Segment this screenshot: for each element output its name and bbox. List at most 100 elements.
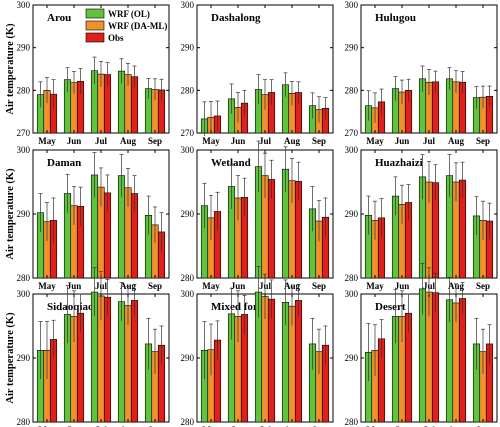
y-tick-label: 290 <box>345 209 359 219</box>
panel-arou: 270 280 290 300 Arou May Jun Jul Aug Sep <box>17 0 170 146</box>
x-tick-label-jul: Jul <box>95 136 108 146</box>
y-tick-label: 290 <box>345 353 359 363</box>
legend-swatch-wrf-da-ml <box>85 20 105 31</box>
x-tick-label-jul: Jul <box>95 425 108 427</box>
y-tick-label: 300 <box>17 289 31 299</box>
panel-daman: 280290300DamanMayJunJulAugSep <box>17 145 170 291</box>
y-tick-label: 290 <box>345 43 359 53</box>
bar-obs-aug <box>294 300 303 423</box>
x-tick-label-aug: Aug <box>448 425 465 427</box>
y-tick-label: 290 <box>17 209 31 219</box>
x-tick-label-sep: Sep <box>476 425 490 427</box>
x-tick-label-jun: Jun <box>231 281 246 291</box>
y-tick-label: 300 <box>17 145 31 155</box>
x-tick-label-may: May <box>366 136 384 146</box>
y-tick-label: 280 <box>181 85 195 95</box>
bar-obs-jul <box>103 296 112 423</box>
y-tick-label: 300 <box>181 145 195 155</box>
bar-obs-aug <box>130 300 139 423</box>
x-tick-label-jun: Jun <box>231 425 246 427</box>
x-tick-label-sep: Sep <box>476 281 490 291</box>
bar-obs-aug <box>458 298 467 423</box>
x-tick-label-jun: Jun <box>67 136 82 146</box>
x-tick-label-jul: Jul <box>423 136 436 146</box>
x-tick-label-sep: Sep <box>476 136 490 146</box>
y-tick-label: 280 <box>345 85 359 95</box>
y-tick-label: 280 <box>181 273 195 283</box>
x-tick-label-jun: Jun <box>395 136 410 146</box>
x-tick-label-sep: Sep <box>312 136 326 146</box>
panel-hulugou: 270 280 290 300 Hulugou May Jun Jul Aug Sep <box>345 0 498 146</box>
x-tick-label-sep: Sep <box>312 425 326 427</box>
panel-desert: 280 290 300 Desert May Jun Jul Aug Sep <box>345 262 498 427</box>
y-tick-label: 300 <box>17 0 31 10</box>
x-tick-label-may: May <box>38 136 56 146</box>
y-tick-label: 270 <box>17 128 31 138</box>
panel-title: Daman <box>47 157 81 169</box>
x-tick-label-sep: Sep <box>312 281 326 291</box>
x-tick-label-may: May <box>202 136 220 146</box>
legend-swatch-wrf-ol <box>85 8 105 19</box>
y-axis-label-row-1: Air temperature (K) <box>5 23 16 115</box>
y-axis-labels: Air temperature (K) Air temperature (K) … <box>5 23 16 404</box>
y-tick-label: 270 <box>181 128 195 138</box>
y-tick-label: 300 <box>345 145 359 155</box>
y-tick-label: 290 <box>17 43 31 53</box>
x-tick-label-jun: Jun <box>395 281 410 291</box>
x-tick-label-may: May <box>202 425 220 427</box>
y-tick-label: 270 <box>345 128 359 138</box>
y-tick-label: 280 <box>17 273 31 283</box>
x-tick-label-aug: Aug <box>284 425 301 427</box>
panel-title: Dashalong <box>211 12 261 24</box>
x-tick-label-sep: Sep <box>148 425 162 427</box>
y-tick-label: 290 <box>181 209 195 219</box>
y-tick-label: 300 <box>345 0 359 10</box>
x-tick-label-aug: Aug <box>284 136 301 146</box>
y-tick-label: 290 <box>181 353 195 363</box>
y-tick-label: 290 <box>17 353 31 363</box>
panel-title: Sidaoqiao <box>47 301 94 313</box>
x-tick-label-aug: Aug <box>284 281 301 291</box>
x-tick-label-may: May <box>38 425 56 427</box>
panel-title: Huazhaizi <box>375 157 423 169</box>
x-tick-label-sep: Sep <box>148 136 162 146</box>
bar-obs-jul <box>431 292 440 423</box>
y-axis-label-row-2: Air temperature (K) <box>5 168 16 260</box>
panel-dashalong: 270 280 290 300 Dashalong May Jun Jul Aug Sep <box>181 0 334 146</box>
y-axis-label-row-3: Air temperature (K) <box>5 312 16 404</box>
y-tick-label: 300 <box>181 289 195 299</box>
x-tick-label-aug: Aug <box>120 425 137 427</box>
panel-title: Desert <box>375 301 406 313</box>
panels: 270 280 290 300 Arou May Jun Jul Aug Sep 270 280 290… <box>17 0 498 427</box>
panel-title: Arou <box>47 12 71 24</box>
x-tick-label-may: May <box>38 281 56 291</box>
legend-entry-wrf-da-ml: WRF (DA-ML) <box>108 21 167 31</box>
y-tick-label: 280 <box>17 417 31 427</box>
x-tick-label-jul: Jul <box>259 425 272 427</box>
x-tick-label-jun: Jun <box>67 425 82 427</box>
legend-entry-wrf-ol: WRF (OL) <box>108 9 150 19</box>
y-tick-label: 280 <box>181 417 195 427</box>
y-tick-label: 290 <box>181 43 195 53</box>
x-tick-label-aug: Aug <box>120 136 137 146</box>
x-tick-label-jul: Jul <box>259 136 272 146</box>
legend-swatch-obs <box>85 32 105 43</box>
x-tick-label-jul: Jul <box>423 425 436 427</box>
y-tick-label: 300 <box>181 0 195 10</box>
x-tick-label-aug: Aug <box>448 136 465 146</box>
panel-sidaoqiao: 280 290 300 Sidaoqiao May Jun Jul Aug Sep <box>17 267 170 427</box>
y-tick-label: 280 <box>345 417 359 427</box>
x-tick-label-jun: Jun <box>231 136 246 146</box>
legend: WRF (OL) WRF (DA-ML) Obs <box>85 8 167 43</box>
x-tick-label-may: May <box>202 281 220 291</box>
y-tick-label: 280 <box>17 85 31 95</box>
y-tick-label: 300 <box>345 289 359 299</box>
x-tick-label-sep: Sep <box>148 281 162 291</box>
legend-entry-obs: Obs <box>108 33 124 43</box>
panel-title: Hulugou <box>375 12 416 24</box>
x-tick-label-jun: Jun <box>395 425 410 427</box>
x-tick-label-may: May <box>366 281 384 291</box>
